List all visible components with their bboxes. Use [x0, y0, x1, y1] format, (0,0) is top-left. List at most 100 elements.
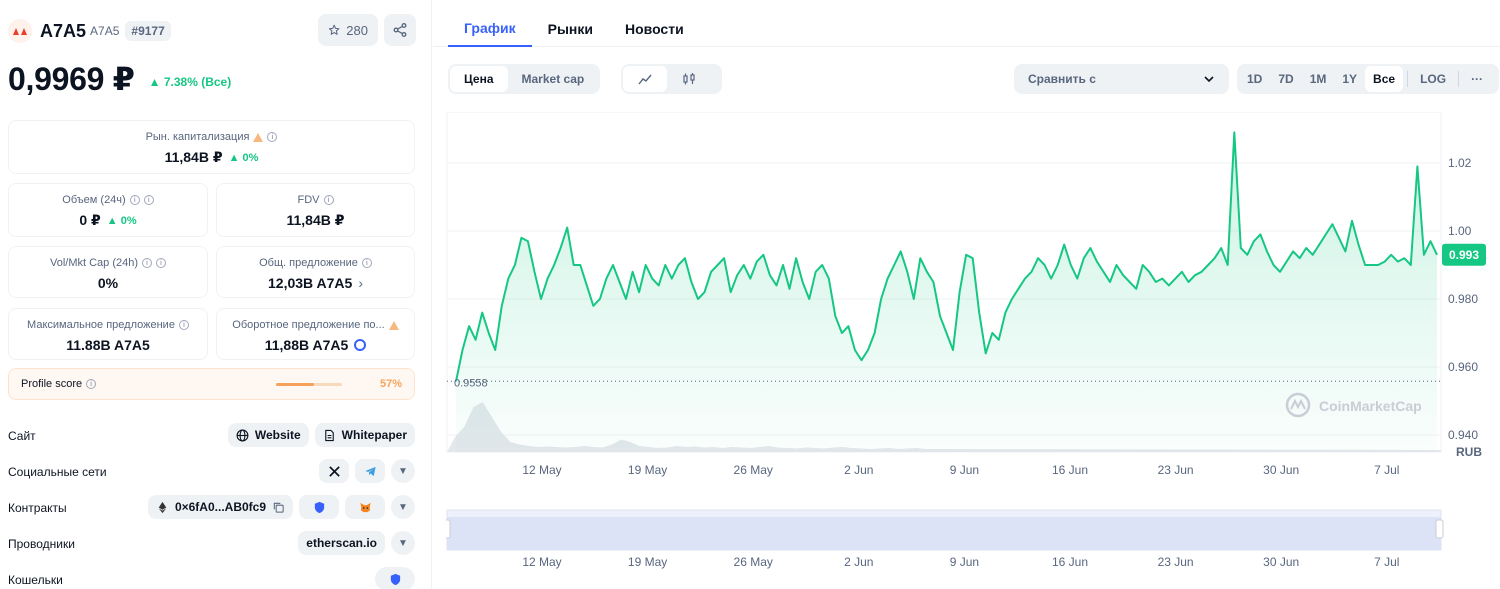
toggle-market-cap[interactable]: Market cap	[521, 72, 585, 86]
security-check-button[interactable]	[299, 495, 339, 519]
navigator-x-tick-label: 19 May	[628, 555, 667, 569]
info-icon[interactable]: i	[156, 258, 167, 268]
navigator-x-tick-label: 12 May	[522, 555, 561, 569]
info-icon[interactable]: i	[361, 258, 372, 268]
info-icon[interactable]: i	[178, 320, 189, 330]
price-area	[456, 132, 1437, 452]
explorers-expand-button[interactable]: ▼	[391, 531, 415, 555]
y-tick-label: 0.940	[1448, 428, 1478, 442]
x-tick-label: 12 May	[522, 463, 561, 477]
share-icon	[393, 23, 407, 37]
coinmarketcap-watermark: CoinMarketCap	[1285, 392, 1422, 418]
compare-select[interactable]: Сравнить с	[1014, 64, 1229, 94]
chevron-down-icon	[1204, 76, 1214, 83]
share-button[interactable]	[384, 14, 416, 46]
x-tick-label: 23 Jun	[1158, 463, 1194, 477]
stat-value: 11,84B ₽	[164, 149, 223, 165]
watch-count: 280	[346, 22, 368, 38]
line-chart-icon	[638, 74, 652, 85]
log-scale-toggle[interactable]: LOG	[1420, 72, 1447, 86]
x-tick-label: 19 May	[628, 463, 667, 477]
stat-value: 12,03B A7A5	[268, 275, 353, 291]
info-icon[interactable]: i	[86, 379, 97, 389]
chevron-down-icon: ▼	[398, 501, 408, 513]
navigator-right-handle[interactable]	[1435, 519, 1444, 539]
chart-type-toggle	[621, 64, 722, 94]
stat-label: Оборотное предложение по...	[232, 319, 385, 331]
price-change-value: 7.38% (Все)	[163, 75, 232, 89]
metamask-fox-icon	[359, 502, 371, 512]
range-7d[interactable]: 7D	[1278, 72, 1294, 86]
social-label: Социальные сети	[8, 465, 107, 479]
navigator-x-tick-label: 16 Jun	[1052, 555, 1088, 569]
time-range-selector: 1D 7D 1M 1Y Все LOG ···	[1237, 64, 1499, 94]
navigator-x-tick-label: 26 May	[734, 555, 773, 569]
contracts-expand-button[interactable]: ▼	[391, 495, 415, 519]
website-link[interactable]: Website	[227, 423, 309, 447]
stat-market-cap: Рын. капитализация i 11,84B ₽ ▲ 0%	[8, 120, 415, 174]
coin-overview-panel: A7A5 A7A5 #9177 280 0,9969 ₽ ▲ 7.38% (Вс…	[0, 0, 432, 589]
price-row: 0,9969 ₽ ▲ 7.38% (Все)	[8, 60, 231, 98]
price-chart[interactable]: 0.9558 0.993 1.02 1.00 0.980 0.960 0.940 12 M…	[442, 111, 1500, 582]
stat-total-supply[interactable]: Общ. предложение i 12,03B A7A5 ›	[216, 246, 415, 298]
stat-value: 11.88B A7A5	[66, 337, 150, 353]
progress-ring-icon	[354, 339, 367, 351]
explorer-name: etherscan.io	[306, 536, 377, 550]
current-price-badge	[1442, 243, 1486, 266]
range-1d[interactable]: 1D	[1247, 72, 1263, 86]
contract-address[interactable]: 0×6fA0...AB0fc9	[147, 495, 293, 519]
range-all[interactable]: Все	[1365, 66, 1404, 92]
tab-news[interactable]: Новости	[624, 20, 684, 37]
price-chart-svg[interactable]: 0.9558 0.993 1.02 1.00 0.980 0.960 0.940 12 M…	[442, 111, 1500, 582]
info-icon[interactable]: i	[323, 195, 334, 205]
contracts-label: Контракты	[8, 501, 67, 515]
explorers-label: Проводники	[8, 537, 75, 551]
info-icon[interactable]: i	[143, 195, 154, 205]
tab-markets[interactable]: Рынки	[547, 20, 593, 37]
stat-label: Максимальное предложение	[27, 319, 175, 331]
site-label: Сайт	[8, 429, 36, 443]
toggle-price[interactable]: Цена	[450, 66, 508, 92]
content-tabs: График Рынки Новости	[433, 10, 1500, 47]
tab-chart[interactable]: График	[448, 10, 532, 47]
document-icon	[324, 429, 334, 441]
profile-score[interactable]: Profile score i 57%	[8, 368, 415, 400]
wallets-row: Кошельки	[8, 567, 415, 589]
range-1y[interactable]: 1Y	[1342, 72, 1358, 86]
range-divider	[1458, 71, 1460, 87]
line-chart-button[interactable]	[623, 66, 667, 92]
social-row: Социальные сети ▼	[8, 459, 415, 485]
explorer-link[interactable]: etherscan.io	[298, 531, 385, 555]
metamask-button[interactable]	[345, 495, 385, 519]
watchlist-button[interactable]: 280	[318, 14, 378, 46]
range-1m[interactable]: 1M	[1309, 72, 1327, 86]
social-expand-button[interactable]: ▼	[391, 459, 415, 483]
currency-unit: RUB	[1456, 445, 1482, 459]
chevron-right-icon: ›	[358, 275, 363, 291]
more-options-button[interactable]: ···	[1471, 72, 1484, 86]
low-price-label: 0.9558	[454, 377, 488, 389]
stat-fdv: FDV i 11,84B ₽	[216, 183, 415, 237]
stat-change: ▲ 0%	[228, 151, 259, 164]
info-icon[interactable]: i	[267, 132, 278, 142]
navigator-x-tick-label: 2 Jun	[844, 555, 873, 569]
navigator-x-tick-label: 23 Jun	[1158, 555, 1194, 569]
profile-value: 57%	[379, 378, 402, 390]
range-navigator[interactable]	[442, 509, 1444, 551]
navigator-left-handle[interactable]	[442, 519, 451, 539]
x-logo-icon	[328, 465, 340, 477]
copy-icon[interactable]	[272, 501, 285, 514]
x-link[interactable]	[319, 459, 349, 483]
price-line	[455, 131, 1438, 382]
info-icon[interactable]: i	[142, 258, 153, 268]
stat-change-value: 0%	[242, 151, 259, 164]
y-tick-label: 1.02	[1448, 156, 1472, 170]
wallet-button[interactable]	[375, 567, 415, 589]
telegram-link[interactable]	[355, 459, 385, 483]
coin-name: A7A5	[40, 20, 87, 41]
info-icon[interactable]: i	[129, 195, 140, 205]
contract-address-text: 0×6fA0...AB0fc9	[174, 500, 266, 514]
x-tick-label: 26 May	[734, 463, 773, 477]
whitepaper-link[interactable]: Whitepaper	[314, 423, 415, 447]
candle-chart-button[interactable]	[667, 66, 711, 92]
